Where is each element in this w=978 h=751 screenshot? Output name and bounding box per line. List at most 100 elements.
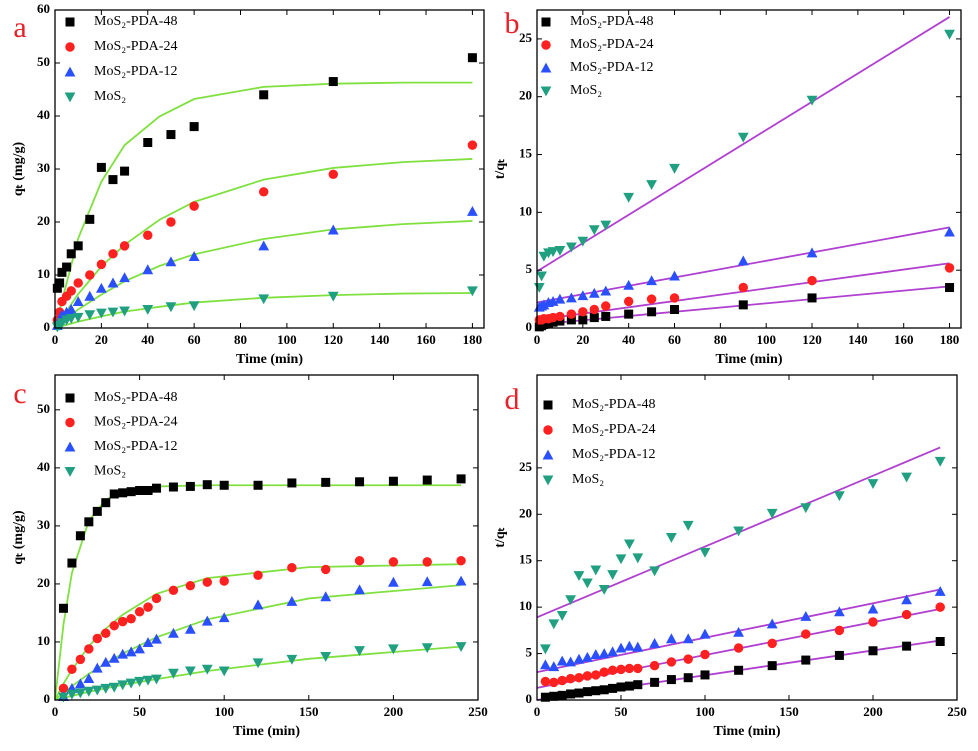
y-tick-label: 40 xyxy=(37,459,50,474)
point xyxy=(669,270,680,281)
point xyxy=(565,673,576,684)
point xyxy=(143,230,153,240)
point xyxy=(682,633,694,644)
y-tick-label: 10 xyxy=(519,203,532,218)
point xyxy=(578,315,588,325)
point xyxy=(566,689,576,699)
point xyxy=(650,677,660,687)
y-tick-label: 15 xyxy=(519,146,533,161)
x-axis-label: Time (min) xyxy=(715,352,782,367)
plot-frame xyxy=(54,374,479,701)
point xyxy=(536,271,547,282)
point xyxy=(548,619,560,630)
point xyxy=(533,283,545,293)
point xyxy=(600,285,612,296)
point xyxy=(85,270,95,280)
point xyxy=(574,688,584,698)
point xyxy=(107,307,119,318)
legend-label: MoS₂-PDA-48 xyxy=(572,397,655,412)
x-tick-label: 20 xyxy=(576,332,589,347)
point xyxy=(577,236,589,247)
point xyxy=(649,637,660,648)
point xyxy=(328,77,338,87)
point xyxy=(670,304,680,314)
point xyxy=(737,255,749,266)
point xyxy=(467,140,478,150)
fit-line xyxy=(54,81,473,329)
point xyxy=(327,291,339,302)
x-tick-label: 0 xyxy=(52,332,59,347)
point xyxy=(455,642,467,653)
panel-label: c xyxy=(13,377,26,410)
point xyxy=(624,309,634,319)
point xyxy=(582,671,593,681)
point xyxy=(73,278,83,288)
point xyxy=(944,29,955,40)
x-tick-label: 160 xyxy=(894,332,914,347)
point xyxy=(834,650,844,660)
x-tick-label: 120 xyxy=(324,332,344,347)
point xyxy=(58,603,68,613)
legend-label: MoS₂-PDA-48 xyxy=(570,14,653,29)
point xyxy=(766,508,778,519)
point xyxy=(935,637,945,646)
legend-label: MoS₂-PDA-12 xyxy=(94,439,177,454)
point xyxy=(574,672,584,683)
x-tick-label: 180 xyxy=(463,332,483,347)
y-tick-label: 40 xyxy=(37,107,50,122)
point xyxy=(286,654,298,665)
point xyxy=(75,654,86,665)
legend-marker xyxy=(541,40,551,50)
point xyxy=(142,675,154,686)
y-tick-label: 20 xyxy=(519,505,532,520)
point xyxy=(573,571,585,581)
x-tick-label: 40 xyxy=(622,332,635,347)
legend-marker xyxy=(540,62,552,73)
point xyxy=(632,553,644,564)
point xyxy=(699,628,711,639)
point xyxy=(119,241,130,251)
point xyxy=(646,180,657,191)
point xyxy=(623,192,635,203)
point xyxy=(607,646,618,657)
legend-marker xyxy=(64,92,76,103)
point xyxy=(554,293,566,304)
legend-label: MoS₂-PDA-48 xyxy=(94,14,177,29)
x-tick-label: 40 xyxy=(141,332,154,347)
point xyxy=(624,681,634,691)
point xyxy=(767,661,777,671)
point xyxy=(632,641,644,652)
x-tick-label: 80 xyxy=(234,332,247,347)
legend-label: MoS₂-PDA-24 xyxy=(94,415,177,430)
x-tick-label: 200 xyxy=(384,704,404,719)
point xyxy=(547,247,559,258)
point xyxy=(168,627,179,638)
legend-label: MoS₂-PDA-24 xyxy=(94,39,177,54)
point xyxy=(85,214,95,224)
point xyxy=(700,670,710,680)
y-tick-label: 25 xyxy=(519,459,533,474)
point xyxy=(101,628,111,638)
point xyxy=(589,313,599,323)
point xyxy=(65,304,77,314)
point xyxy=(616,682,626,692)
point xyxy=(649,566,660,577)
y-tick-label: 0 xyxy=(44,319,51,334)
point xyxy=(258,240,270,251)
point xyxy=(556,611,568,621)
legend-label: MoS₂-PDA-12 xyxy=(572,447,655,462)
point xyxy=(120,166,130,176)
x-tick-label: 0 xyxy=(534,332,541,347)
x-axis-label: Time (min) xyxy=(713,724,780,739)
y-axis-label: qₜ (mg/g) xyxy=(11,142,26,197)
point xyxy=(582,651,593,662)
y-tick-label: 50 xyxy=(37,401,50,416)
point xyxy=(683,654,693,664)
point xyxy=(151,674,162,685)
point xyxy=(165,256,177,267)
point xyxy=(649,660,660,671)
x-tick-label: 0 xyxy=(52,704,59,719)
point xyxy=(202,480,212,490)
point xyxy=(590,649,602,659)
y-tick-label: 10 xyxy=(37,633,50,648)
